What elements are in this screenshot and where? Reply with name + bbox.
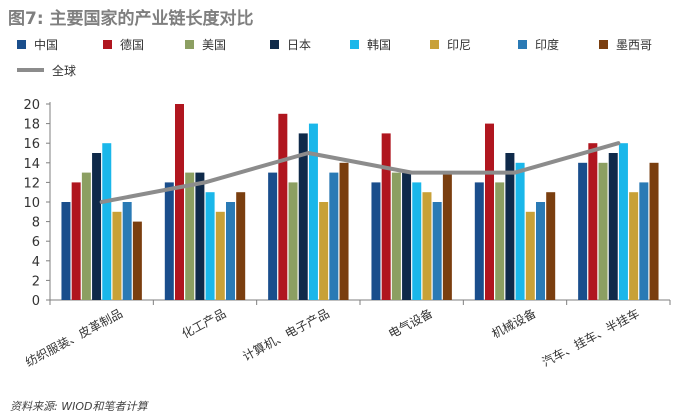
x-tick-labels: 纺织服装、皮革制品 化工产品 计算机、电子产品 电气设备 机械设备 汽车、挂车、半挂车 — [23, 305, 642, 369]
legend-label-5: 印尼 — [447, 38, 471, 52]
bar-印度-2 — [329, 172, 339, 300]
legend-swatch-5 — [430, 40, 439, 49]
bar-印度-1 — [226, 202, 235, 300]
global-line — [99, 141, 621, 204]
legend-swatch-2 — [185, 40, 194, 49]
y-tick-label: 4 — [32, 255, 40, 270]
bar-中国-2 — [268, 172, 278, 300]
bar-韩国-3 — [412, 182, 422, 300]
legend-swatch-3 — [270, 40, 279, 49]
bar-德国-4 — [485, 123, 494, 300]
bar-日本-1 — [195, 172, 205, 300]
bar-日本-0 — [92, 153, 102, 300]
y-tick-label: 2 — [32, 274, 40, 289]
legend-line-label: 全球 — [52, 63, 76, 78]
bar-墨西哥-3 — [442, 172, 452, 300]
bar-美国-1 — [185, 172, 195, 300]
bar-德国-3 — [381, 133, 391, 300]
chart-title: 图7: 主要国家的产业链长度对比 — [8, 9, 254, 29]
legend-swatch-0 — [17, 40, 26, 49]
bar-美国-5 — [598, 162, 608, 300]
bar-日本-5 — [608, 153, 618, 300]
bar-美国-2 — [288, 182, 298, 300]
bar-德国-0 — [71, 182, 81, 300]
bar-中国-4 — [474, 182, 484, 300]
bar-韩国-4 — [515, 162, 525, 300]
y-tick-label: 12 — [23, 176, 40, 191]
legend-swatch-1 — [103, 40, 112, 49]
bar-墨西哥-0 — [132, 221, 142, 300]
bar-印度-3 — [432, 202, 442, 300]
bar-韩国-5 — [618, 143, 628, 300]
x-tick-label-3: 电气设备 — [386, 305, 435, 341]
bar-韩国-1 — [205, 192, 215, 300]
bar-印度-4 — [536, 202, 545, 300]
y-tick-label: 20 — [23, 98, 40, 113]
bar-日本-3 — [402, 172, 412, 300]
bar-印尼-1 — [215, 211, 225, 300]
x-tick-label-1: 化工产品 — [179, 306, 228, 341]
bar-中国-5 — [578, 162, 588, 300]
legend-label-2: 美国 — [202, 38, 226, 52]
bar-印尼-5 — [629, 192, 639, 300]
y-tick-label: 8 — [32, 216, 40, 231]
bar-德国-2 — [278, 113, 288, 300]
x-tick-label-0: 纺织服装、皮革制品 — [23, 306, 125, 369]
bar-日本-4 — [505, 153, 515, 300]
y-tick-label: 10 — [23, 196, 40, 211]
bar-墨西哥-2 — [339, 162, 349, 300]
bar-墨西哥-5 — [649, 162, 659, 300]
y-tick-label: 14 — [23, 157, 40, 172]
legend-label-4: 韩国 — [367, 37, 391, 52]
legend-label-1: 德国 — [120, 37, 144, 52]
bar-日本-2 — [298, 133, 308, 300]
legend-swatch-7 — [599, 40, 608, 49]
legend-label-0: 中国 — [34, 37, 58, 52]
bar-中国-3 — [371, 182, 381, 300]
global-line-path — [99, 141, 621, 204]
y-tick-label: 18 — [23, 118, 40, 133]
legend-label-7: 墨西哥 — [616, 38, 652, 52]
legend-swatch-6 — [518, 40, 527, 49]
bar-中国-0 — [61, 202, 71, 300]
bar-美国-0 — [81, 172, 91, 300]
bar-印尼-0 — [112, 211, 122, 300]
y-tick-label: 6 — [32, 235, 40, 250]
bars — [61, 104, 659, 300]
x-tick-label-4: 机械设备 — [489, 305, 538, 341]
bar-德国-1 — [175, 104, 184, 300]
bar-印尼-2 — [319, 202, 329, 300]
bar-墨西哥-1 — [236, 192, 246, 300]
y-tick-label: 0 — [32, 294, 40, 309]
x-tick-label-5: 汽车、挂车、半挂车 — [539, 305, 641, 369]
bar-墨西哥-4 — [546, 192, 556, 300]
bar-韩国-0 — [102, 143, 112, 300]
axes: 0 2 4 6 8 10 12 14 16 18 20 — [23, 98, 671, 309]
legend-swatch-4 — [350, 40, 359, 49]
bar-美国-3 — [391, 172, 401, 300]
bar-德国-5 — [588, 143, 598, 300]
source-note: 资料来源: WIOD和笔者计算 — [10, 400, 148, 413]
legend-label-6: 印度 — [535, 37, 559, 52]
x-tick-label-2: 计算机、电子产品 — [240, 305, 332, 363]
bar-印尼-4 — [525, 211, 535, 300]
y-tick-label: 16 — [23, 137, 40, 152]
legend-label-3: 日本 — [287, 38, 311, 52]
bar-印尼-3 — [422, 192, 432, 300]
bar-印度-5 — [639, 182, 649, 300]
bar-中国-1 — [164, 182, 174, 300]
bar-印度-0 — [122, 202, 132, 300]
bar-美国-4 — [495, 182, 505, 300]
bar-韩国-2 — [308, 123, 318, 300]
